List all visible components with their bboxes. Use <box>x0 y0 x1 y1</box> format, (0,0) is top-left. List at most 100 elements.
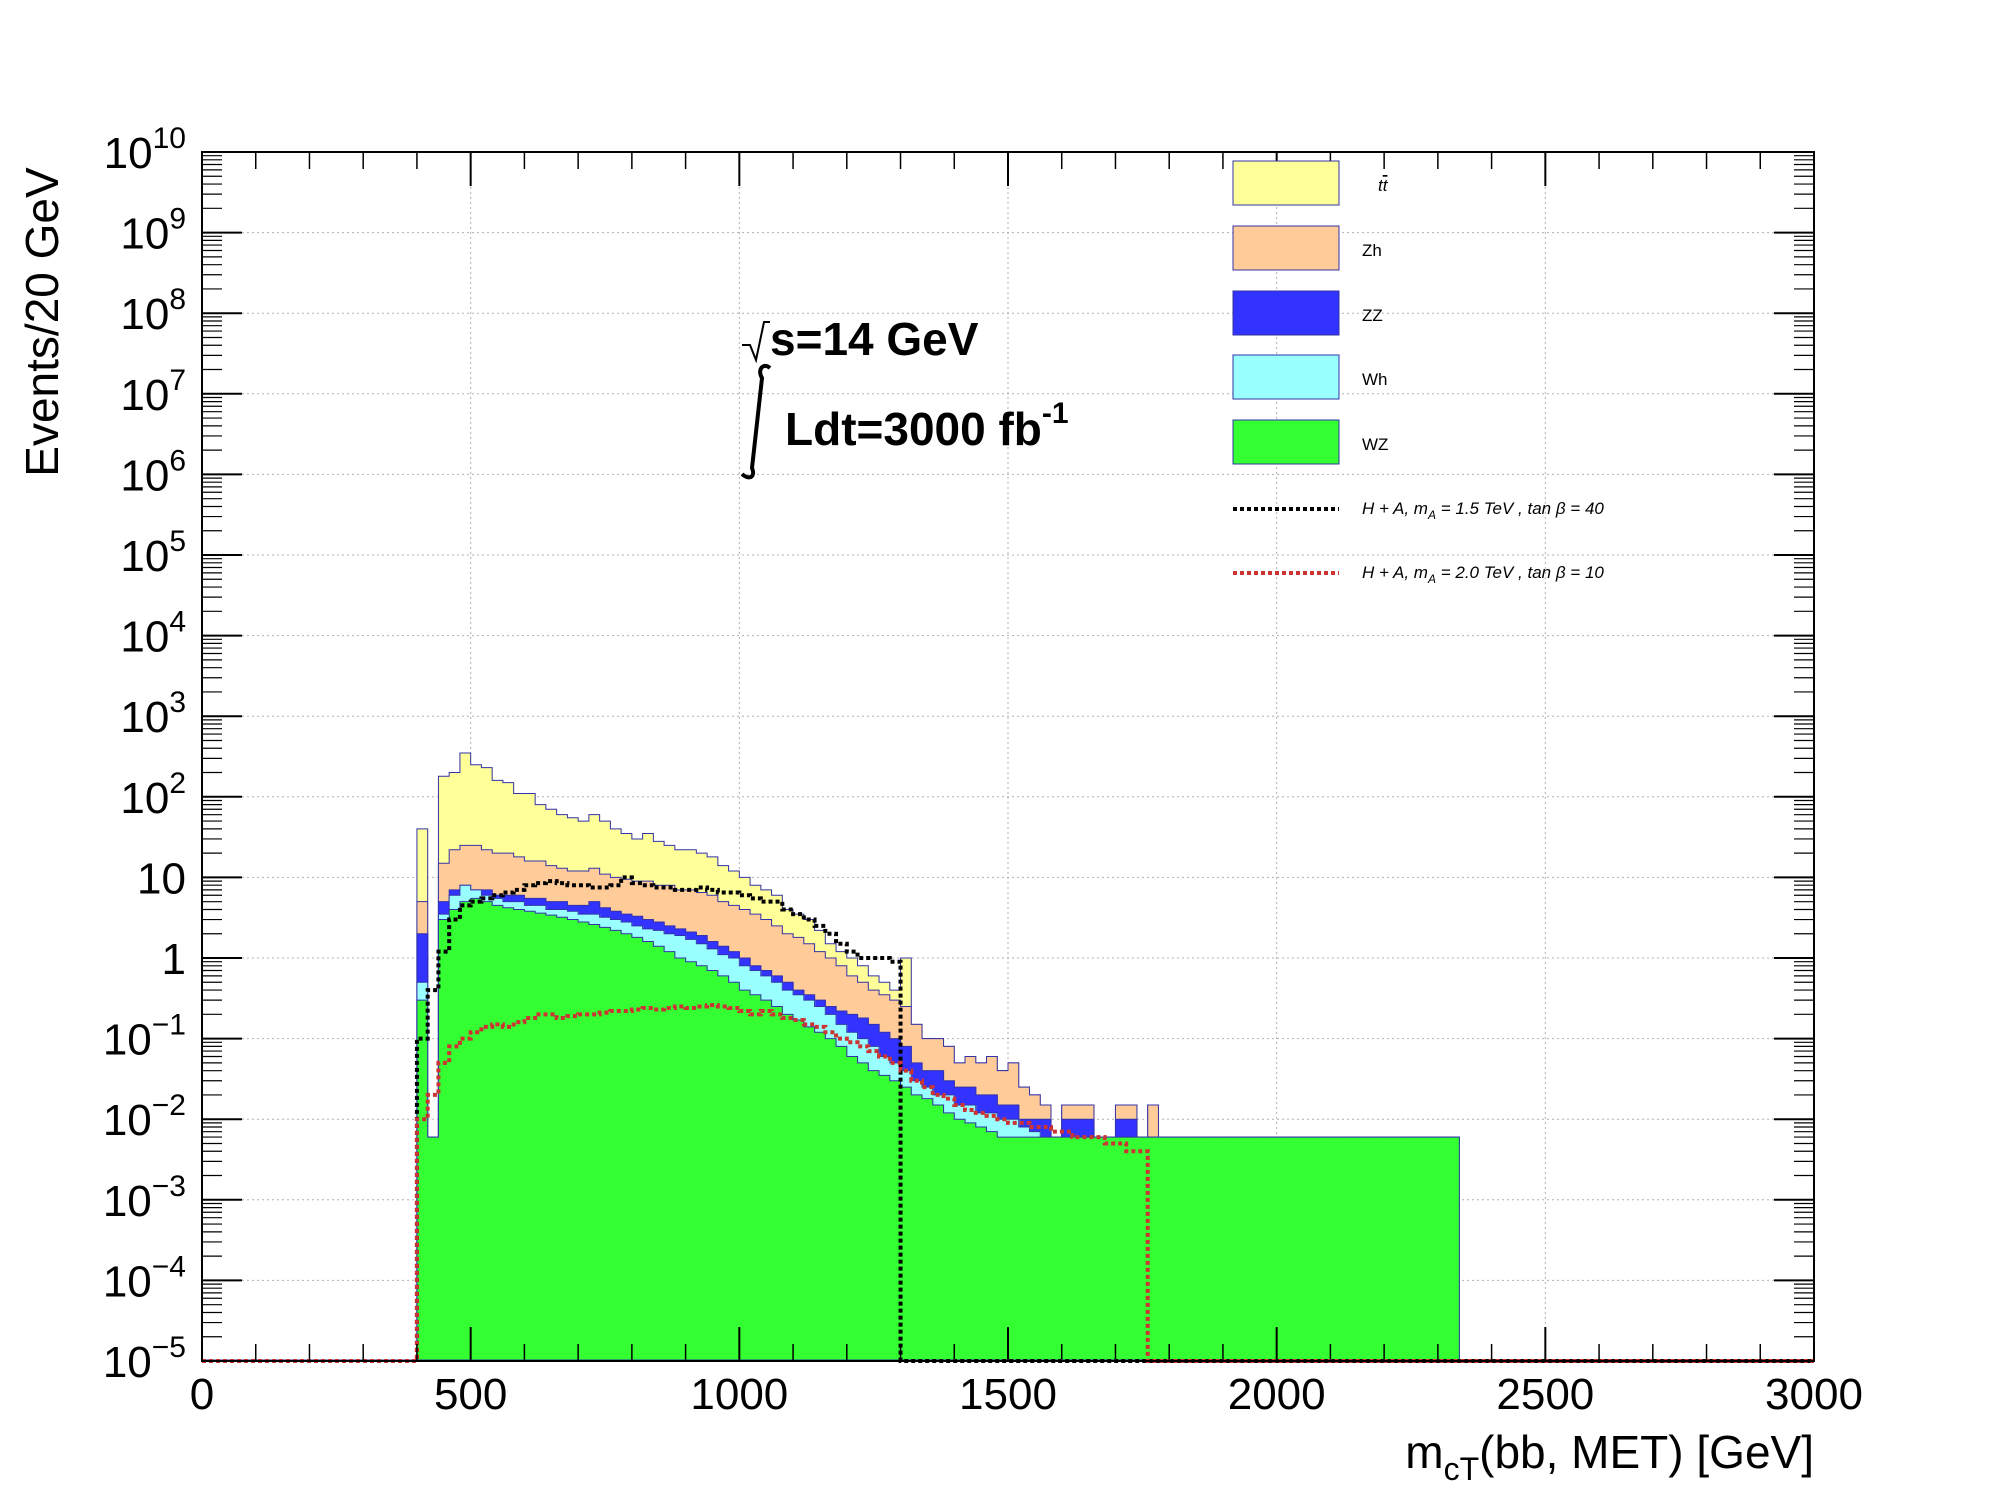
bar-wz <box>1169 1137 1181 1361</box>
y-tick-label: 109 <box>120 203 186 259</box>
y-tick-label: 108 <box>120 283 186 339</box>
bar-wz <box>857 1062 869 1361</box>
outline-wz <box>416 897 1460 1361</box>
bar-wz <box>438 919 450 1361</box>
bar-wz <box>481 901 493 1361</box>
bar-wz <box>631 937 644 1361</box>
bar-wz <box>1018 1137 1031 1361</box>
bar-wz <box>1427 1137 1439 1361</box>
x-tick-label: 1000 <box>690 1370 788 1419</box>
legend-label-tt: tt <box>1378 176 1389 195</box>
y-tick-label: 107 <box>120 364 186 420</box>
y-tick-label: 10−4 <box>103 1250 186 1306</box>
bar-wz <box>1115 1137 1127 1361</box>
legend-swatch-zz <box>1232 290 1340 336</box>
bar-wz <box>900 1087 912 1361</box>
bar-wz <box>1212 1137 1224 1361</box>
bar-wz <box>621 933 633 1361</box>
legend-label-zh: Zh <box>1362 241 1382 260</box>
bar-wz <box>685 961 697 1361</box>
bar-wz <box>760 1000 773 1361</box>
y-tick-label: 10 <box>137 854 186 903</box>
bar-wz <box>868 1070 880 1361</box>
x-axis-title-rest: (bb, MET) [GeV] <box>1479 1426 1814 1478</box>
legend-label-wz: WZ <box>1362 435 1388 454</box>
bar-wz <box>1061 1137 1074 1361</box>
legend-swatch-tt <box>1232 160 1340 206</box>
bar-wz <box>1072 1137 1084 1361</box>
y-tick-label: 104 <box>120 606 186 662</box>
bar-wz <box>1136 1137 1149 1361</box>
bar-wz <box>545 915 558 1361</box>
bar-wz <box>1158 1137 1170 1361</box>
x-axis-title: mcT(bb, MET) [GeV] <box>1405 1426 1814 1487</box>
bar-wz <box>707 970 719 1361</box>
bar-wz <box>1008 1137 1020 1361</box>
y-tick-label: 103 <box>120 686 186 742</box>
legend-label-zz: ZZ <box>1362 306 1383 325</box>
bar-wz <box>1448 1137 1460 1361</box>
bar-wz <box>1416 1137 1428 1361</box>
bar-wz <box>1083 1137 1095 1361</box>
bar-wz <box>803 1026 816 1361</box>
bar-wz <box>879 1075 891 1361</box>
y-tick-label: 10−2 <box>103 1089 186 1145</box>
bar-wz <box>1405 1137 1417 1361</box>
bar-wz <box>567 919 579 1361</box>
bar-wz <box>1298 1137 1310 1361</box>
bar-wz <box>416 1000 429 1361</box>
bar-wz <box>427 1137 440 1361</box>
x-tick-label: 2500 <box>1496 1370 1594 1419</box>
bar-wz <box>846 1056 859 1361</box>
legend-swatch-zh <box>1232 225 1340 271</box>
bar-wz <box>470 898 483 1361</box>
bar-wz <box>1233 1137 1246 1361</box>
legend-label-wh: Wh <box>1362 370 1388 389</box>
bar-wz <box>750 994 762 1361</box>
bar-wz <box>975 1127 988 1361</box>
bar-wz <box>1222 1137 1235 1361</box>
bar-wz <box>524 911 536 1361</box>
bar-wz <box>459 901 472 1361</box>
bar-wz <box>1093 1137 1106 1361</box>
bar-wz <box>932 1105 945 1361</box>
bar-wz <box>502 907 515 1361</box>
y-tick-label: 1 <box>162 935 186 984</box>
bar-wz <box>1384 1137 1396 1361</box>
bar-wz <box>1244 1137 1256 1361</box>
bar-wz <box>1330 1137 1342 1361</box>
energy-label: s=14 GeV <box>770 313 979 365</box>
bar-wz <box>836 1046 848 1361</box>
x-tick-label: 0 <box>190 1370 214 1419</box>
bar-wz <box>1394 1137 1407 1361</box>
bar-wz <box>1104 1137 1117 1361</box>
bar-wz <box>793 1020 805 1361</box>
bar-wz <box>1190 1137 1203 1361</box>
x-tick-label: 2000 <box>1228 1370 1326 1419</box>
luminosity-annotation: Ldt=3000 fb-1 <box>740 363 1069 480</box>
legend-swatch-wh <box>1232 354 1340 400</box>
x-tick-label: 3000 <box>1765 1370 1863 1419</box>
bar-wz <box>1255 1137 1267 1361</box>
bar-wz <box>1040 1137 1052 1361</box>
x-axis-title-sub: cT <box>1444 1451 1480 1487</box>
bar-wz <box>535 913 547 1361</box>
background-stacks <box>202 752 1814 1361</box>
luminosity-label: Ldt=3000 fb-1 <box>785 397 1069 455</box>
y-axis-title: Events/20 GeV <box>16 167 68 477</box>
bar-wz <box>664 951 676 1361</box>
bar-wz <box>1319 1137 1331 1361</box>
y-tick-label: 1010 <box>104 122 186 178</box>
integral-symbol <box>740 363 772 480</box>
bar-wz <box>911 1094 923 1361</box>
bar-wz <box>492 905 504 1361</box>
x-axis-ticks: 0 500 1000 1500 2000 2500 3000 <box>190 152 1863 1419</box>
bar-wz <box>556 917 568 1361</box>
bar-wz <box>922 1098 934 1361</box>
bar-wz <box>889 1080 902 1361</box>
bar-wz <box>1276 1137 1289 1361</box>
bar-wz <box>814 1032 826 1361</box>
bar-wz <box>1029 1137 1041 1361</box>
bar-wz <box>986 1131 998 1361</box>
